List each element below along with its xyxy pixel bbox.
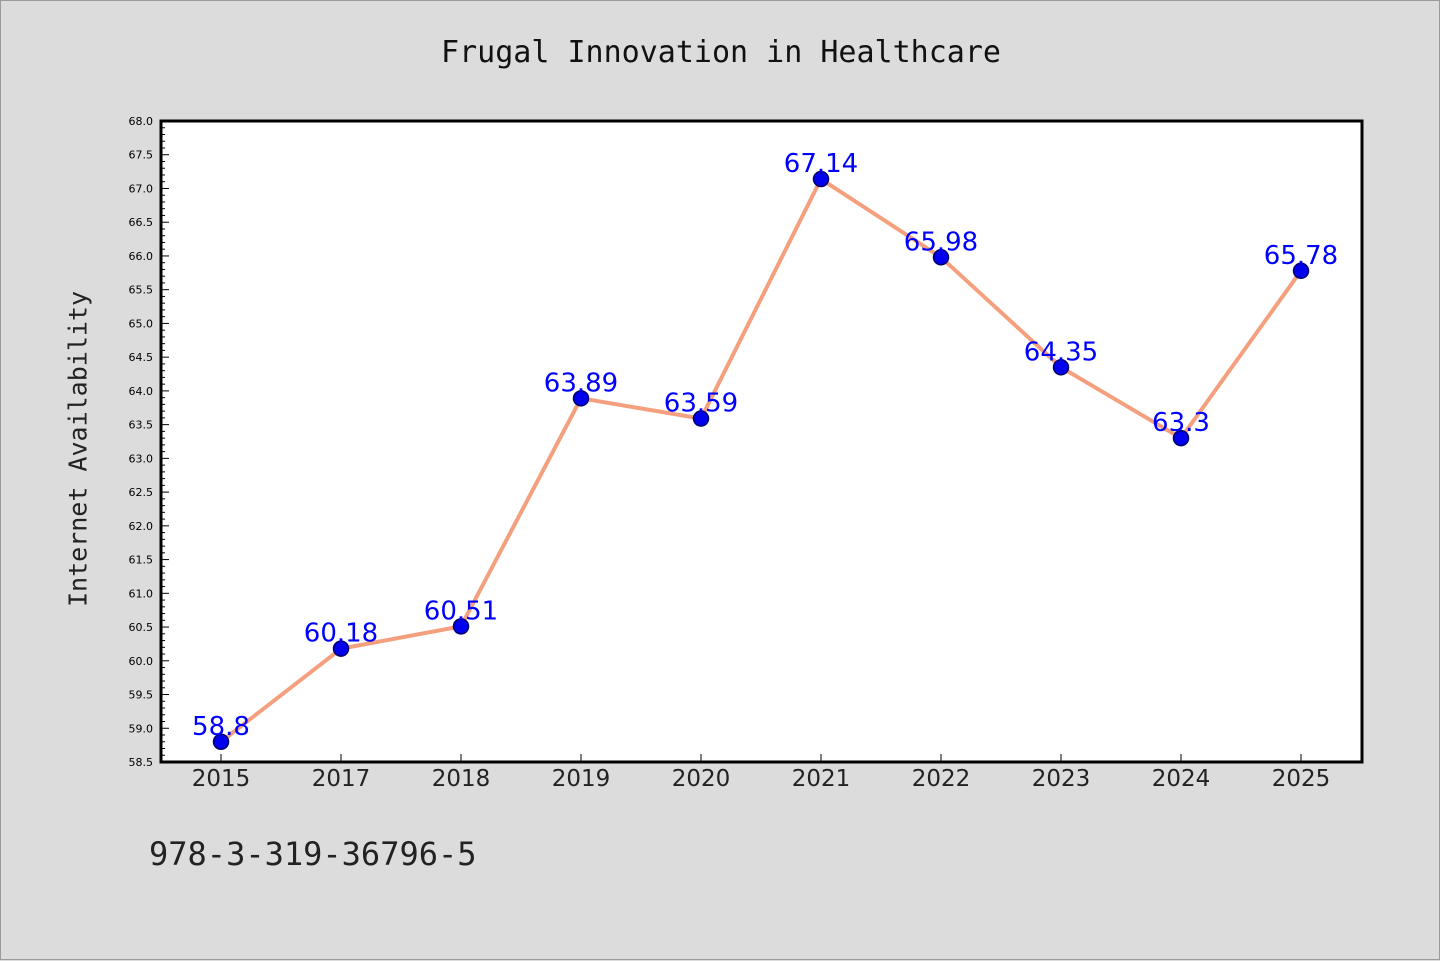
data-label: 64.35	[1024, 337, 1098, 367]
data-point	[452, 618, 470, 635]
x-tick-label: 2017	[312, 766, 371, 792]
y-tick-label: 64.5	[129, 351, 154, 364]
x-tick-label: 2023	[1032, 766, 1091, 792]
footer-code: 978-3-319-36796-5	[149, 835, 477, 873]
data-point	[1052, 359, 1070, 376]
y-tick-label: 67.5	[129, 149, 154, 162]
y-tick-label: 63.5	[129, 419, 154, 432]
x-tick-label: 2021	[792, 766, 851, 792]
y-tick-label: 60.0	[129, 655, 154, 668]
x-tick-label: 2020	[672, 766, 731, 792]
y-tick-label: 58.5	[129, 756, 154, 769]
data-point	[692, 410, 710, 427]
plot-area	[161, 121, 1362, 762]
data-label: 65.98	[904, 227, 978, 257]
data-point	[812, 170, 830, 188]
y-tick-label: 61.0	[129, 587, 154, 600]
y-tick-label: 59.5	[129, 689, 154, 702]
series-layer	[219, 177, 1303, 744]
y-tick-label: 66.5	[129, 216, 154, 229]
y-tick-label: 67.0	[129, 182, 154, 195]
x-axis-ticks: 2015 2017 2018 2019 2020 2021 2022 2023 2024 2025	[192, 754, 1331, 792]
data-point	[1292, 262, 1310, 280]
y-tick-label: 62.5	[129, 486, 154, 499]
series-line	[219, 177, 1303, 744]
data-point	[332, 640, 350, 657]
x-tick-label: 2019	[552, 766, 611, 792]
data-label: 58.8	[192, 712, 250, 742]
data-label: 67.14	[784, 149, 858, 179]
y-tick-label: 68.0	[129, 115, 154, 128]
data-point	[572, 390, 590, 407]
y-axis-ticks: 58.5 59.0 59.5 60.0 60.5 61.0 61.5 62.0 62.5 63.0…	[129, 115, 169, 769]
x-tick-label: 2025	[1272, 766, 1331, 792]
y-tick-label: 62.0	[129, 520, 154, 533]
data-label: 63.89	[544, 368, 618, 398]
y-tick-label: 65.0	[129, 317, 154, 330]
data-label-layer: 58.8 60.18 60.51 63.89 63.59 67.14 65.98 64.35 6…	[192, 149, 1338, 742]
data-point	[212, 733, 230, 751]
data-label: 63.59	[664, 389, 738, 419]
y-tick-label: 61.5	[129, 554, 154, 567]
data-label: 60.18	[304, 619, 378, 649]
data-point	[932, 249, 950, 266]
x-tick-label: 2015	[192, 766, 251, 792]
y-tick-label: 66.0	[129, 250, 154, 263]
chart-title: Frugal Innovation in Healthcare	[441, 35, 1001, 70]
y-tick-label: 64.0	[129, 385, 154, 398]
x-tick-label: 2022	[912, 766, 971, 792]
data-label: 65.78	[1264, 241, 1338, 271]
y-tick-label: 63.0	[129, 452, 154, 465]
y-tick-label: 60.5	[129, 621, 154, 634]
marker-layer	[212, 170, 1310, 751]
x-tick-label: 2018	[432, 766, 491, 792]
x-tick-label: 2024	[1152, 766, 1211, 792]
y-tick-label: 59.0	[129, 722, 154, 735]
data-point	[1172, 429, 1190, 447]
y-tick-label: 65.5	[129, 284, 154, 297]
data-label: 63.3	[1152, 408, 1210, 438]
plot-border	[159, 119, 1364, 764]
data-label: 60.51	[424, 596, 498, 626]
